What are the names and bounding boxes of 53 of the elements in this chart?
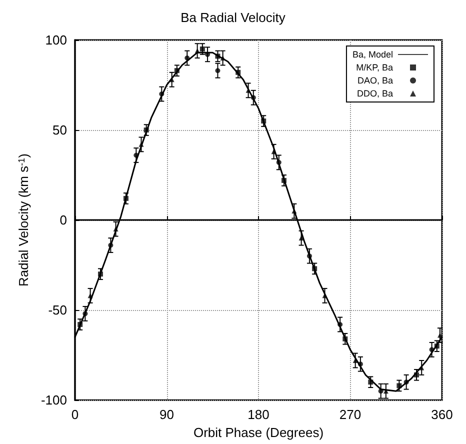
legend-label: Ba, Model xyxy=(352,50,393,60)
point xyxy=(78,322,83,327)
point xyxy=(159,92,164,97)
point xyxy=(250,95,256,100)
point xyxy=(292,208,297,214)
point xyxy=(419,365,424,370)
y-tick-label: -50 xyxy=(48,302,67,318)
point xyxy=(98,272,103,277)
point xyxy=(414,372,420,378)
point xyxy=(434,344,440,349)
x-axis-title: Orbit Phase (Degrees) xyxy=(193,425,324,440)
point xyxy=(174,68,180,74)
y-tick-label: 50 xyxy=(52,122,67,138)
y-axis-title: Radial Velocity (km s-1) xyxy=(16,154,32,287)
legend-label: M/KP, Ba xyxy=(356,62,393,72)
point xyxy=(261,118,266,124)
point xyxy=(113,226,118,232)
point xyxy=(358,362,363,367)
y-tick-label: 100 xyxy=(45,32,67,48)
legend-label: DDO, Ba xyxy=(356,88,393,98)
point xyxy=(306,254,312,259)
point xyxy=(123,196,128,201)
point xyxy=(215,54,220,59)
y-tick-label: -100 xyxy=(40,392,67,408)
x-tick-label: 0 xyxy=(71,407,79,422)
chart-title: Ba Radial Velocity xyxy=(180,10,286,25)
x-tick-label: 180 xyxy=(248,407,270,422)
point xyxy=(88,293,93,298)
y-tick-label: 0 xyxy=(60,212,67,228)
point xyxy=(215,68,220,74)
point xyxy=(144,128,149,133)
point xyxy=(368,380,374,385)
point xyxy=(298,236,304,241)
x-tick-label: 360 xyxy=(431,407,453,422)
point xyxy=(108,242,114,248)
point xyxy=(82,311,88,316)
point xyxy=(281,178,286,183)
point xyxy=(200,46,205,52)
point xyxy=(429,347,434,352)
point xyxy=(342,336,348,342)
x-tick-label: 90 xyxy=(160,407,174,422)
point xyxy=(338,322,343,327)
legend-label: DAO, Ba xyxy=(357,76,393,86)
point xyxy=(236,70,241,75)
point xyxy=(194,48,200,54)
point xyxy=(134,152,139,158)
point xyxy=(184,56,190,61)
x-tick-label: 270 xyxy=(339,407,362,422)
point xyxy=(378,388,384,394)
point xyxy=(396,383,402,388)
point xyxy=(276,160,282,165)
point xyxy=(404,380,409,385)
point xyxy=(312,266,318,272)
